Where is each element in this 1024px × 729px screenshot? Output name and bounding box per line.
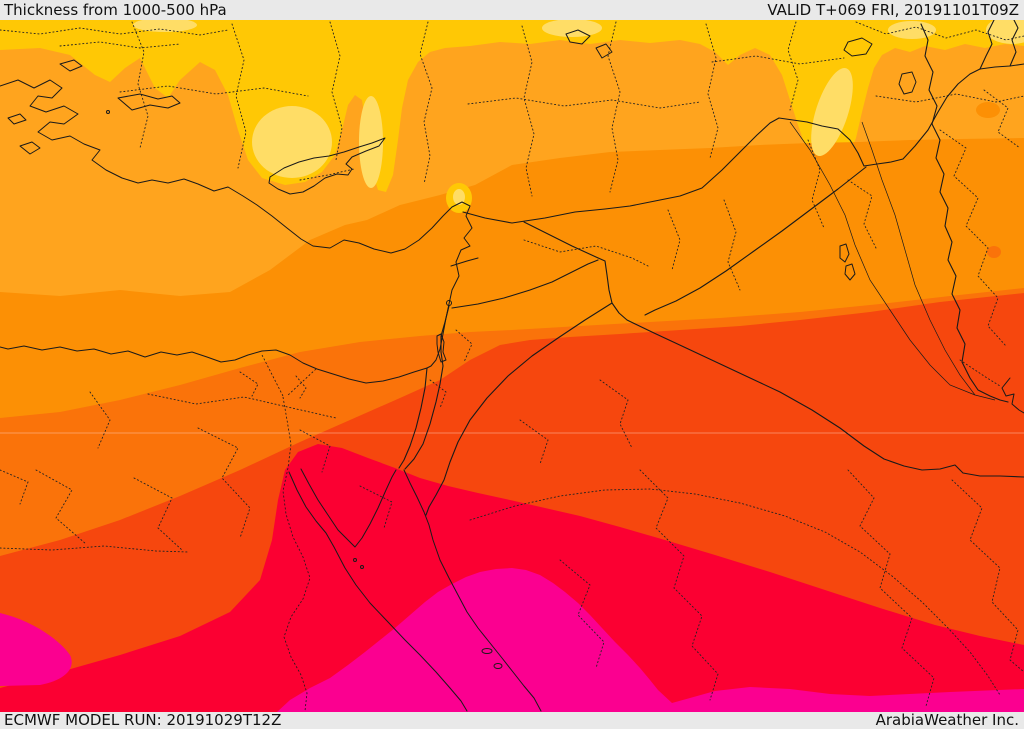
jordan-iraq-saudi-border — [523, 221, 1024, 478]
lebanon-border — [450, 257, 479, 267]
valid-time-label: VALID T+069 FRI, 20191101T09Z — [767, 0, 1019, 19]
pale-blob — [986, 20, 1024, 44]
syria-iraq-border — [644, 166, 867, 316]
red-sea-west-coast — [288, 471, 468, 712]
lake-urmia — [898, 71, 917, 95]
anatolia-levant-egypt-coast — [0, 79, 473, 384]
orange-blob — [976, 102, 1000, 118]
red-sea-island — [493, 663, 503, 669]
aegean-island — [59, 59, 83, 72]
cyprus-island — [268, 137, 386, 195]
caucasus-border — [979, 20, 995, 70]
anatolia-lake — [565, 29, 591, 45]
pale-blob — [252, 106, 332, 178]
map-canvas — [0, 20, 1024, 712]
admin-borders-dotted — [0, 21, 1024, 707]
iran-border — [920, 23, 1009, 403]
israel-jordan-border — [404, 305, 450, 470]
iraq-lake — [844, 263, 856, 281]
page-title: Thickness from 1000-500 hPa — [4, 0, 227, 19]
caucasus-border — [1009, 20, 1019, 67]
lake-van — [843, 37, 873, 57]
thickness-bands — [0, 20, 1024, 712]
pale-blob — [542, 20, 602, 37]
pale-blob — [359, 96, 383, 188]
turkey-south-border — [462, 63, 1024, 224]
persian-gulf-coast — [1001, 377, 1024, 414]
deep-orange-blob — [987, 246, 1001, 258]
euphrates-river — [789, 121, 996, 401]
footer-bar: ECMWF MODEL RUN: 20191029T12Z ArabiaWeat… — [0, 712, 1024, 729]
jordan-syria-border — [451, 259, 599, 309]
tigris-river — [861, 121, 976, 396]
aegean-island — [7, 113, 27, 125]
country-borders — [398, 20, 1024, 516]
red-sea-islet — [360, 565, 364, 569]
red-sea-islet — [353, 558, 357, 562]
model-run-label: ECMWF MODEL RUN: 20191029T12Z — [4, 711, 282, 729]
aegean-island — [117, 93, 181, 111]
pale-blob — [133, 20, 197, 32]
dead-sea — [436, 333, 447, 363]
israel-egypt-border — [398, 367, 428, 469]
pale-blob — [453, 189, 465, 205]
aegean-islet — [106, 110, 110, 114]
pale-blob — [888, 21, 936, 39]
band-magenta — [277, 568, 1024, 712]
pale-blob — [811, 67, 853, 157]
iraq-lake — [839, 243, 850, 263]
nile-delta-channel — [286, 368, 317, 397]
anatolia-lake — [595, 43, 613, 59]
header-bar: Thickness from 1000-500 hPa VALID T+069 … — [0, 0, 1024, 20]
red-sea-east-coast — [403, 469, 542, 712]
thickness-map — [0, 20, 1024, 712]
credit-label: ArabiaWeather Inc. — [875, 711, 1019, 729]
rivers — [261, 121, 996, 712]
band-blobs — [133, 20, 1024, 258]
band-magenta-west-lobe — [0, 613, 72, 686]
coastlines — [0, 29, 1024, 712]
nile-river — [282, 396, 311, 712]
jordan-saudi-border — [425, 302, 613, 516]
red-sea-island — [481, 648, 493, 654]
aegean-island — [19, 141, 41, 155]
sinai-peninsula-coast — [300, 468, 397, 548]
